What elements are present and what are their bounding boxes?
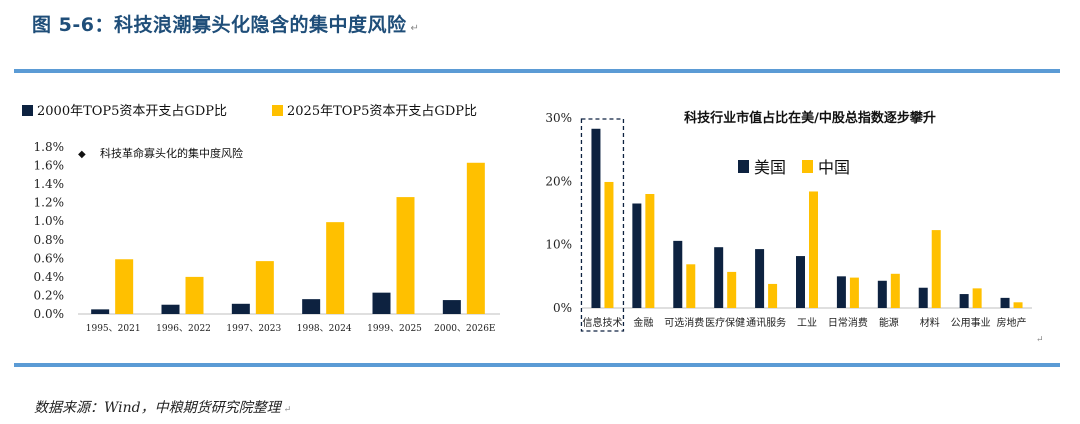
bar-series1 <box>918 287 928 308</box>
bar-series1 <box>231 303 250 314</box>
y-tick-label: 0.4% <box>34 270 65 284</box>
bar-series1 <box>302 299 321 314</box>
left-bar-chart: 2000年TOP5资本开支占GDP比 2025年TOP5资本开支占GDP比 ◆ 科技革… <box>22 104 500 334</box>
bottom-divider <box>14 363 1060 367</box>
source-note: 数据来源：Wind，中粮期货研究院整理 ↵ <box>34 400 292 416</box>
bar-series2 <box>768 283 778 308</box>
x-tick-label: 工业 <box>797 317 817 329</box>
bar-series2 <box>115 259 134 314</box>
x-tick-label: 医疗保健 <box>705 316 745 329</box>
bar-series1 <box>632 203 642 308</box>
bar-series2 <box>466 162 485 314</box>
legend-label-1: 美国 <box>754 158 786 177</box>
y-tick-label: 20% <box>545 174 572 188</box>
bar-series1 <box>372 292 391 314</box>
x-tick-label: 通讯服务 <box>746 316 786 329</box>
legend-label-1: 2000年TOP5资本开支占GDP比 <box>37 104 227 119</box>
bar-series2 <box>255 261 274 314</box>
bar-series1 <box>442 300 461 314</box>
bar-series1 <box>161 304 180 314</box>
annotation-marker: ◆ <box>78 149 86 160</box>
legend-label-2: 中国 <box>818 158 850 177</box>
bar-series1 <box>91 309 110 314</box>
bar-series1 <box>1000 297 1010 308</box>
bar-series2 <box>931 230 941 308</box>
bar-series2 <box>727 271 737 308</box>
x-tick-label: 金融 <box>633 316 653 329</box>
bar-series2 <box>645 194 655 308</box>
bar-series2 <box>809 191 818 308</box>
x-tick-label: 公用事业 <box>951 316 991 329</box>
legend-swatch-1 <box>22 105 33 116</box>
legend-swatch-2 <box>802 160 813 173</box>
bar-series1 <box>877 280 887 308</box>
right-bar-chart: 科技行业市值占比在美/中股总指数逐步攀升美国 中国 0% 10% 20% 30% 信息技术金… <box>545 110 1043 345</box>
top-divider <box>14 69 1060 73</box>
x-tick-label: 1995、2021 <box>86 324 141 334</box>
x-tick-label: 信息技术 <box>582 316 622 329</box>
bar-series1 <box>836 276 846 308</box>
bar-series2 <box>890 273 900 308</box>
legend-swatch-2 <box>272 105 283 116</box>
x-tick-label: 可选消费 <box>664 316 704 329</box>
y-tick-label: 0.0% <box>34 307 65 321</box>
bar-series2 <box>972 288 982 308</box>
y-tick-label: 30% <box>545 111 572 125</box>
x-tick-label: 日常消费 <box>828 316 868 329</box>
bar-series2 <box>686 264 696 308</box>
x-tick-label: 材料 <box>920 316 940 329</box>
y-tick-label: 1.6% <box>34 159 65 173</box>
return-mark: ↵ <box>1036 335 1044 345</box>
bar-series1 <box>959 294 969 308</box>
bar-series2 <box>396 197 415 314</box>
chart-title: 科技行业市值占比在美/中股总指数逐步攀升 <box>684 110 936 126</box>
x-tick-label: 1999、2025 <box>367 324 422 334</box>
y-tick-label: 1.2% <box>34 196 65 210</box>
y-tick-label: 0.8% <box>34 233 65 247</box>
x-tick-label: 能源 <box>879 316 899 329</box>
bar-series1 <box>673 240 683 308</box>
x-tick-label: 2000、2026E <box>434 324 495 334</box>
bar-series2 <box>185 276 204 314</box>
legend-swatch-1 <box>738 160 749 173</box>
x-tick-label: 1997、2023 <box>226 324 281 334</box>
bar-series1 <box>755 249 765 308</box>
x-tick-label: 1998、2024 <box>297 324 352 334</box>
y-tick-label: 1.8% <box>34 140 65 154</box>
highlight-box <box>580 118 625 332</box>
y-tick-label: 0.6% <box>34 251 65 265</box>
y-tick-label: 1.4% <box>34 177 65 191</box>
bar-series1 <box>591 128 601 308</box>
bar-series1 <box>796 256 805 308</box>
x-tick-label: 房地产 <box>997 316 1027 329</box>
figure-title: 图 5-6：科技浪潮寡头化隐含的集中度风险 ↵ <box>32 14 420 36</box>
y-tick-label: 10% <box>545 238 572 252</box>
bar-series1 <box>714 247 724 308</box>
y-tick-label: 0.2% <box>34 288 65 302</box>
y-tick-label: 0% <box>553 301 572 315</box>
x-tick-label: 1996、2022 <box>156 324 211 334</box>
y-tick-label: 1.0% <box>34 214 65 228</box>
bar-series2 <box>849 277 859 308</box>
bar-series2 <box>604 181 614 308</box>
bar-series2 <box>326 222 345 314</box>
annotation-text: 科技革命寡头化的集中度风险 <box>100 146 243 160</box>
legend-label-2: 2025年TOP5资本开支占GDP比 <box>287 104 477 119</box>
bar-series2 <box>1013 302 1023 308</box>
